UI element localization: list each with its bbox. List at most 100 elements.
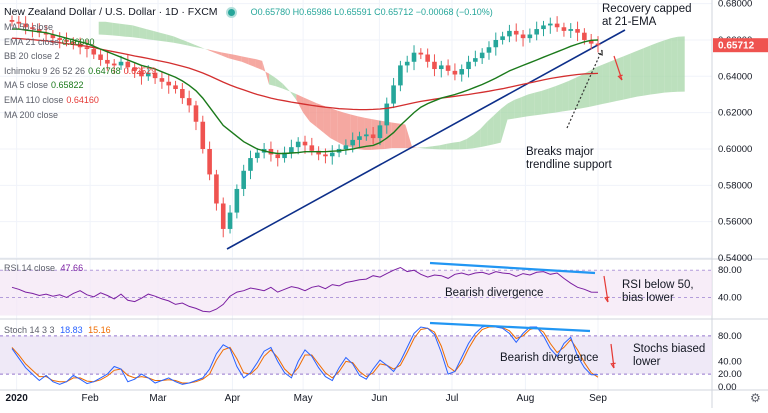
candle-body: [289, 147, 294, 153]
candle-body: [9, 19, 15, 22]
rsi-band: [0, 270, 712, 316]
indicator-6: MA 200 close: [4, 110, 58, 120]
ichimoku-cloud-segment: [139, 27, 147, 40]
time-axis-label: Aug: [517, 393, 535, 404]
price-axis-label: 0.62000: [718, 108, 752, 119]
annotation-rsi-note-1: RSI below 50,: [622, 279, 694, 291]
ichimoku-cloud-segment: [255, 59, 263, 70]
ichimoku-cloud-segment: [187, 41, 195, 47]
time-axis-label: Apr: [225, 393, 241, 404]
indicator-3: Ichimoku 9 26 52 26 0.64768 0.62529: [4, 66, 156, 76]
candle-body: [513, 30, 519, 35]
candle-body: [220, 203, 226, 229]
indicator-label: MA 5 close: [4, 80, 49, 91]
ichimoku-cloud-segment: [146, 29, 154, 40]
candle-body: [241, 170, 246, 189]
indicator-2: BB 20 close 2: [4, 51, 60, 61]
candle-body: [377, 125, 383, 139]
ichimoku-cloud-segment: [425, 146, 433, 149]
rsi-legend-value: 47.66: [60, 263, 84, 273]
rsi-legend-label: RSI 14 close: [4, 263, 56, 273]
candle-body: [302, 141, 308, 146]
ichimoku-cloud-segment: [214, 50, 222, 56]
ichimoku-cloud-segment: [650, 42, 658, 95]
candle-body: [180, 89, 185, 99]
candle-body: [132, 67, 137, 71]
ichimoku-cloud-segment: [166, 34, 174, 43]
candle-body: [357, 136, 362, 140]
ichimoku-cloud-segment: [309, 100, 317, 128]
ichimoku-cloud-segment: [153, 30, 161, 41]
indicator-label: MA 200 close: [4, 109, 59, 120]
candle-body: [125, 61, 131, 68]
candle-body: [275, 154, 281, 159]
candle-body: [16, 21, 22, 24]
candle-body: [227, 212, 233, 229]
trendline: [226, 29, 626, 250]
candle-body: [479, 52, 485, 59]
annotation-rsi-note-2: bias lower: [622, 292, 674, 304]
candle-body: [411, 52, 417, 62]
market-status-icon: [225, 6, 237, 18]
candle-body: [152, 72, 158, 79]
candle-body: [350, 139, 355, 146]
candle-body: [370, 134, 376, 139]
stoch-band: [0, 335, 712, 375]
ichimoku-cloud-segment: [677, 36, 685, 92]
ichimoku-cloud-segment: [466, 134, 474, 149]
time-axis-label: Mar: [149, 393, 167, 404]
candle-body: [145, 72, 151, 77]
stoch-axis-label: 40.00: [718, 356, 742, 367]
ichimoku-cloud-segment: [282, 83, 290, 92]
time-axis-label: Jun: [371, 393, 387, 404]
time-axis-label: Jul: [446, 393, 459, 404]
candle-body: [418, 52, 424, 55]
time-axis-label: Sep: [589, 393, 607, 404]
ichimoku-cloud-segment: [514, 97, 522, 119]
candle-body: [118, 61, 124, 66]
ichimoku-cloud-segment: [228, 53, 235, 60]
gear-icon[interactable]: ⚙: [750, 391, 761, 405]
ichimoku-cloud-segment: [521, 94, 528, 118]
candle-body: [452, 70, 458, 75]
price-axis-label: 0.64000: [718, 71, 752, 82]
symbol-title: New Zealand Dollar / U.S. Dollar · 1D · …: [4, 6, 218, 18]
annotation-stoch-note-2: lower: [633, 356, 661, 368]
candle-body: [548, 23, 553, 26]
candle-body: [282, 152, 287, 159]
last-price-label: 0.65712: [718, 41, 755, 52]
ichimoku-cloud-segment: [643, 45, 651, 96]
ichimoku-cloud-segment: [671, 36, 678, 93]
time-axis-label: Feb: [82, 393, 100, 404]
indicator-5: EMA 110 close 0.64160: [4, 95, 99, 105]
ema110-line: [11, 37, 599, 111]
indicator-label: Ichimoku 9 26 52 26: [4, 65, 86, 76]
stoch-k-line: [11, 325, 599, 385]
candle-body: [43, 32, 49, 35]
candle-body: [111, 63, 117, 66]
candle-body: [534, 29, 539, 35]
ichimoku-cloud-segment: [500, 103, 508, 143]
rsi-axis-label: 80.00: [718, 265, 742, 276]
ichimoku-cloud-segment: [589, 67, 597, 107]
time-axis-label: 2020: [6, 393, 29, 404]
candle-body: [173, 85, 178, 90]
stoch-down-arrow-head: [610, 362, 616, 369]
candle-body: [64, 39, 69, 42]
ichimoku-cloud-segment: [439, 143, 447, 150]
candle-body: [364, 134, 369, 137]
ichimoku-cloud-segment: [609, 59, 617, 103]
rsi-axis-label: 40.00: [718, 293, 742, 304]
price-down-arrow-head: [617, 74, 623, 81]
candle-body: [268, 148, 274, 155]
ichimoku-cloud-segment: [275, 78, 283, 89]
ichimoku-cloud-segment: [582, 70, 590, 109]
indicator-value: 0.66000: [62, 36, 95, 47]
candle-body: [23, 23, 28, 28]
stoch-axis-label: 20.00: [718, 369, 742, 380]
candle-body: [493, 39, 499, 48]
ichimoku-cloud-segment: [160, 32, 167, 42]
candle-body: [36, 29, 42, 33]
